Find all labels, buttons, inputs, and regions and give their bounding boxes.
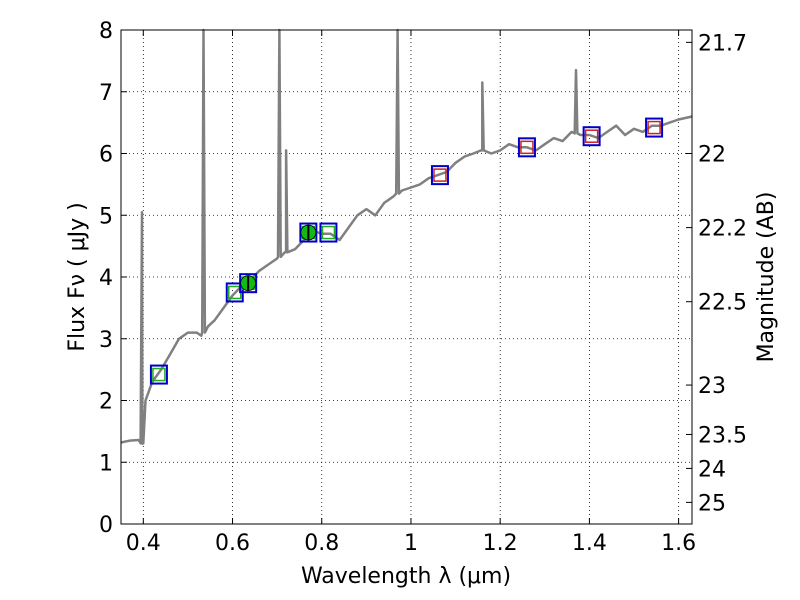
- y-tick-label: 0: [99, 513, 113, 538]
- photometry-model-point: [584, 129, 599, 143]
- y-tick-label: 3: [99, 328, 113, 353]
- y-axis-ticks: 0 1 2 3 4 5 6 7 8: [99, 19, 127, 538]
- y-tick-label: 7: [99, 81, 113, 106]
- y-tick-label: 5: [99, 204, 113, 229]
- measurement-series: [240, 224, 317, 292]
- x-tick-label: 0.8: [304, 531, 339, 556]
- photometry-model-point: [520, 140, 534, 155]
- photometry-point: [319, 222, 338, 243]
- x-axis-label: Wavelength λ (μm): [301, 564, 511, 589]
- y-tick-label: 8: [99, 19, 113, 44]
- y2-axis-label: Magnitude (AB): [754, 192, 779, 363]
- photometry-point: [299, 222, 318, 243]
- y2-tick-label: 23: [698, 374, 726, 399]
- y-tick-label: 6: [99, 143, 113, 168]
- plot-frame: [120, 29, 693, 525]
- photometry-point: [582, 126, 601, 147]
- y-tick-label: 4: [99, 266, 113, 291]
- photometry-point: [645, 117, 664, 138]
- y2-tick-label: 21.7: [698, 31, 747, 56]
- y-tick-label: 1: [99, 451, 113, 476]
- x-tick-label: 1.2: [483, 531, 518, 556]
- y2-tick-label: 22: [698, 143, 726, 168]
- x-tick-label: 0.6: [215, 531, 250, 556]
- grid: [121, 29, 692, 525]
- spectrum-series: [120, 28, 693, 445]
- spectrum-line: [120, 28, 693, 445]
- photometry-point: [517, 137, 536, 158]
- y2-tick-label: 22.2: [698, 217, 747, 242]
- x-tick-label: 0.4: [126, 531, 161, 556]
- y2-axis-ticks: 21.7 22 22.2 22.5 23 23.5 24 25: [686, 31, 747, 516]
- photometry-model-point: [433, 168, 447, 182]
- photometry-model-point: [321, 225, 336, 240]
- y2-tick-label: 22.5: [698, 291, 747, 316]
- x-tick-label: 1.6: [661, 531, 696, 556]
- y2-tick-label: 23.5: [698, 423, 747, 448]
- y-axis-label: Flux Fν ( μJy ): [65, 202, 90, 351]
- photometry-model-point: [647, 120, 661, 135]
- photometry-point: [239, 273, 258, 294]
- y2-tick-label: 24: [698, 457, 726, 482]
- x-axis-ticks: 0.4 0.6 0.8 1 1.2 1.4 1.6: [126, 30, 696, 556]
- x-tick-label: 1.4: [572, 531, 607, 556]
- photometry-series: [149, 117, 664, 385]
- photometry-model-point: [152, 367, 166, 382]
- photometry-point: [430, 165, 449, 186]
- photometry-point: [149, 364, 168, 385]
- y-tick-label: 2: [99, 390, 113, 415]
- x-tick-label: 1: [404, 531, 418, 556]
- y2-tick-label: 25: [698, 491, 726, 516]
